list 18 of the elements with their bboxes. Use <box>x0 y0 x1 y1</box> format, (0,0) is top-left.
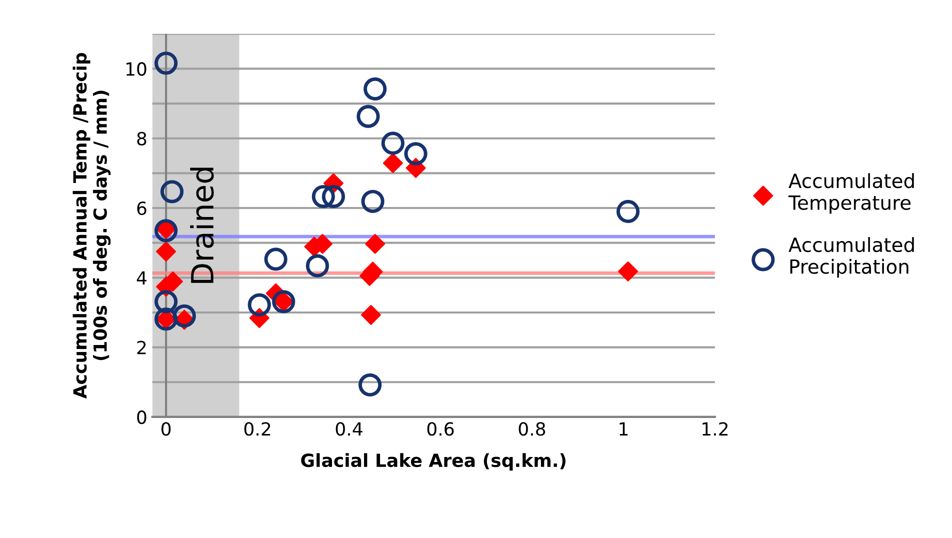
y-tick-label: 10 <box>126 62 146 76</box>
y-tick-label: 6 <box>137 201 146 216</box>
y-tick-label: 2 <box>137 340 146 354</box>
x-tick-label: 0.4 <box>336 422 362 436</box>
x-tick-label: 0 <box>161 422 171 436</box>
y-tick-label: 8 <box>137 132 146 146</box>
x-tick-label: 0.8 <box>518 422 546 436</box>
x-tick-label: 0.2 <box>244 422 270 436</box>
x-tick-label: 1 <box>620 422 628 436</box>
legend-label: Accumulated Precipitation <box>788 237 914 278</box>
x-tick-label: 1.2 <box>702 422 728 436</box>
x-tick-label: 0.6 <box>427 422 454 436</box>
y-axis-title: Accumulated Annual Temp /Precip (100s of deg. C days / mm) <box>72 52 111 399</box>
y-tick-label: 0 <box>137 410 146 424</box>
y-tick-label: 4 <box>136 271 146 285</box>
x-axis-title: Glacial Lake Area (sq.km.) <box>301 453 566 471</box>
band-label: Drained <box>190 168 214 283</box>
legend-label: Accumulated Temperature <box>788 173 914 214</box>
